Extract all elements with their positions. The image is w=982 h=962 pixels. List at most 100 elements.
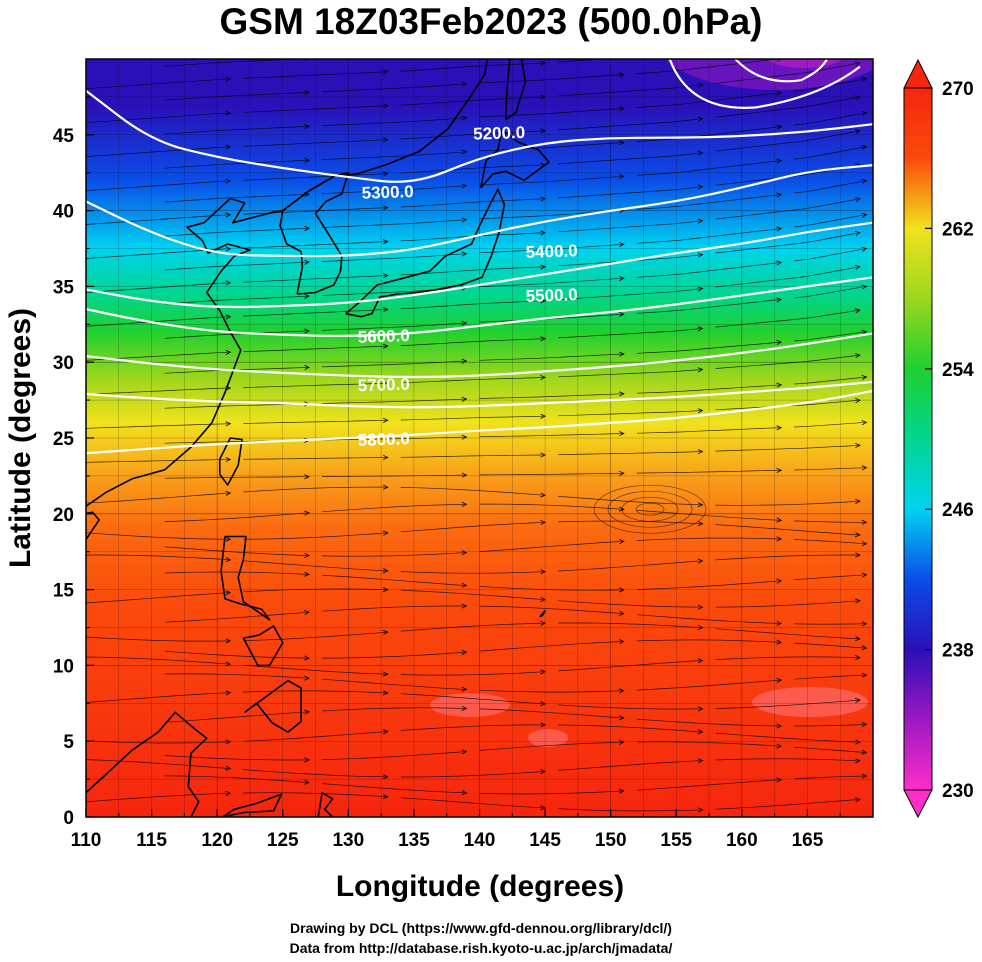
- streamline: [636, 580, 782, 590]
- streamline-arrowhead: [855, 797, 861, 803]
- streamline-arrowhead: [776, 124, 783, 130]
- streamline: [794, 112, 867, 126]
- wind-streamlines: [86, 10, 868, 813]
- streamline-arrowhead: [855, 739, 861, 745]
- streamline: [400, 797, 546, 809]
- streamline: [322, 436, 467, 441]
- streamline-arrowhead: [697, 521, 704, 527]
- streamline-arrowhead: [540, 722, 547, 728]
- streamline: [164, 571, 310, 575]
- coastline: [244, 679, 302, 733]
- streamline-arrowhead: [540, 298, 547, 304]
- streamline-arrowhead: [697, 408, 704, 414]
- streamline: [243, 560, 388, 572]
- x-tick-label: 150: [595, 830, 627, 851]
- streamline-arrowhead: [862, 10, 867, 14]
- streamline: [322, 117, 467, 127]
- streamline: [715, 266, 860, 288]
- streamline: [322, 83, 467, 93]
- streamline: [243, 382, 388, 388]
- streamline-arrowhead: [861, 110, 868, 116]
- colorbar-tick-label: 270: [942, 79, 974, 100]
- streamline: [715, 758, 860, 762]
- streamline-arrowhead: [382, 568, 389, 574]
- streamline: [400, 130, 546, 140]
- streamline-arrowhead: [382, 671, 389, 677]
- streamline-arrowhead: [225, 765, 232, 771]
- streamline: [243, 588, 388, 593]
- streamline: [636, 679, 782, 691]
- streamline-arrowhead: [225, 212, 232, 218]
- streamline-arrowhead: [776, 158, 783, 164]
- x-axis-label: Longitude (degrees): [336, 870, 624, 903]
- streamline: [794, 180, 867, 194]
- streamline: [164, 546, 310, 556]
- streamline-arrowhead: [697, 252, 704, 258]
- contour-label: 5200.0: [473, 123, 526, 144]
- streamline-arrowhead: [540, 596, 547, 602]
- streamline: [558, 560, 703, 572]
- streamline: [243, 792, 388, 798]
- streamline: [86, 759, 231, 769]
- streamline: [243, 690, 388, 694]
- streamline: [164, 261, 310, 271]
- streamline-arrowhead: [304, 510, 310, 516]
- streamline-arrowhead: [461, 686, 468, 692]
- streamline-arrowhead: [382, 690, 389, 696]
- streamline: [479, 741, 624, 751]
- streamline: [794, 214, 867, 228]
- streamline-arrowhead: [382, 69, 389, 75]
- streamline: [322, 503, 467, 513]
- streamline-arrowhead: [304, 655, 310, 661]
- streamline: [479, 393, 624, 399]
- streamline: [86, 78, 231, 90]
- streamline-arrowhead: [225, 590, 232, 596]
- streamline: [164, 476, 310, 479]
- streamline-arrowhead: [225, 536, 232, 542]
- streamline-arrowhead: [382, 629, 389, 636]
- streamline: [322, 751, 467, 760]
- credit-dcl: Drawing by DCL (https://www.gfd-dennou.o…: [290, 920, 672, 936]
- streamline-arrowhead: [861, 329, 868, 335]
- streamline: [243, 486, 388, 493]
- streamline-arrowhead: [776, 743, 783, 749]
- streamline: [794, 539, 867, 545]
- coastlines: [86, 59, 550, 817]
- streamline: [715, 732, 860, 743]
- streamline: [164, 227, 310, 237]
- streamline-arrowhead: [697, 807, 704, 813]
- streamline: [479, 708, 624, 719]
- streamline-arrowhead: [540, 620, 547, 626]
- streamline-arrowhead: [540, 230, 547, 236]
- streamline: [715, 354, 860, 369]
- streamline: [716, 29, 860, 49]
- coastline: [279, 171, 350, 295]
- streamline-arrowhead: [304, 474, 310, 480]
- streamline-arrowhead: [304, 779, 310, 785]
- streamline: [558, 410, 703, 417]
- streamline-arrowhead: [618, 242, 625, 248]
- streamline-arrowhead: [697, 367, 704, 373]
- streamline-arrowhead: [861, 246, 868, 252]
- streamline: [715, 309, 860, 328]
- streamline-arrowhead: [776, 777, 783, 783]
- streamline-arrowhead: [776, 517, 783, 523]
- coastline: [221, 793, 283, 817]
- streamline: [636, 537, 782, 541]
- streamline: [480, 41, 624, 50]
- streamline: [558, 186, 703, 199]
- streamline-arrowhead: [304, 552, 310, 558]
- streamline: [636, 262, 782, 278]
- streamline: [558, 704, 703, 710]
- height-contour: [86, 380, 873, 409]
- streamline-arrowhead: [697, 150, 704, 156]
- streamline-arrowhead: [619, 431, 625, 437]
- streamline-arrowhead: [776, 297, 783, 303]
- streamline-arrowhead: [382, 587, 389, 593]
- streamline-arrowhead: [697, 326, 704, 332]
- streamline-arrowhead: [225, 178, 232, 184]
- streamline-arrowhead: [855, 552, 861, 558]
- streamline: [400, 771, 546, 778]
- streamline-arrowhead: [854, 265, 861, 270]
- x-tick-label: 125: [267, 830, 299, 851]
